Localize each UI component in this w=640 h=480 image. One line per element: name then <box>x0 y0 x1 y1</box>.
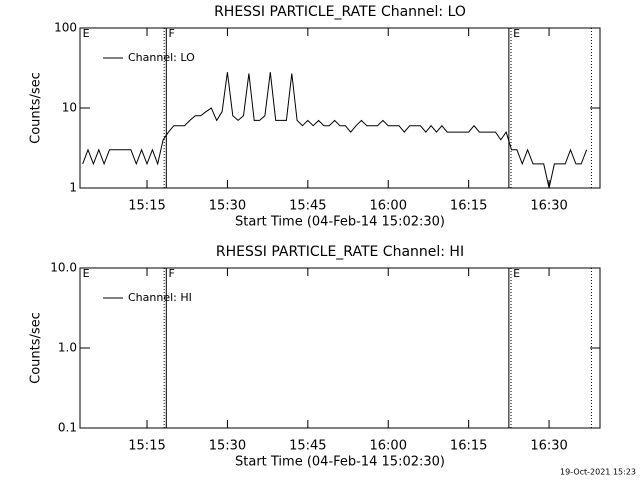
x-tick-label: 15:45 <box>289 439 326 454</box>
x-tick-label: 16:30 <box>530 199 567 214</box>
legend-label: Channel: HI <box>128 291 192 304</box>
x-tick-label: 15:30 <box>209 199 246 214</box>
x-tick-label: 15:45 <box>289 199 326 214</box>
legend-label: Channel: LO <box>128 51 195 64</box>
y-tick-label: 100 <box>54 21 77 35</box>
y-tick-label: 1.0 <box>58 341 77 355</box>
x-tick-label: 16:30 <box>530 439 567 454</box>
x-tick-label: 15:15 <box>128 439 165 454</box>
event-label: F <box>168 267 174 280</box>
x-tick-label: 16:00 <box>370 439 407 454</box>
event-label: E <box>513 267 520 280</box>
event-label: E <box>83 267 90 280</box>
x-tick-label: 15:30 <box>209 439 246 454</box>
y-tick-label: 10.0 <box>50 261 77 275</box>
event-label: E <box>513 27 520 40</box>
chart-title: RHESSI PARTICLE_RATE Channel: HI <box>216 244 464 260</box>
y-tick-label: 10 <box>62 101 77 115</box>
event-label: E <box>83 27 90 40</box>
x-axis-label: Start Time (04-Feb-14 15:02:30) <box>235 455 445 470</box>
data-line <box>82 72 588 189</box>
footer: 19-Oct-2021 15:23 <box>560 468 636 477</box>
y-tick-label: 1 <box>69 181 77 195</box>
x-tick-label: 15:15 <box>128 199 165 214</box>
x-axis-label: Start Time (04-Feb-14 15:02:30) <box>235 215 445 230</box>
y-axis-label: Counts/sec <box>29 72 44 144</box>
y-axis-label: Counts/sec <box>29 312 44 384</box>
chart-title: RHESSI PARTICLE_RATE Channel: LO <box>214 4 466 20</box>
x-tick-label: 16:15 <box>450 199 487 214</box>
event-label: F <box>168 27 174 40</box>
y-tick-label: 0.1 <box>58 421 77 435</box>
x-tick-label: 16:15 <box>450 439 487 454</box>
x-tick-label: 16:00 <box>370 199 407 214</box>
